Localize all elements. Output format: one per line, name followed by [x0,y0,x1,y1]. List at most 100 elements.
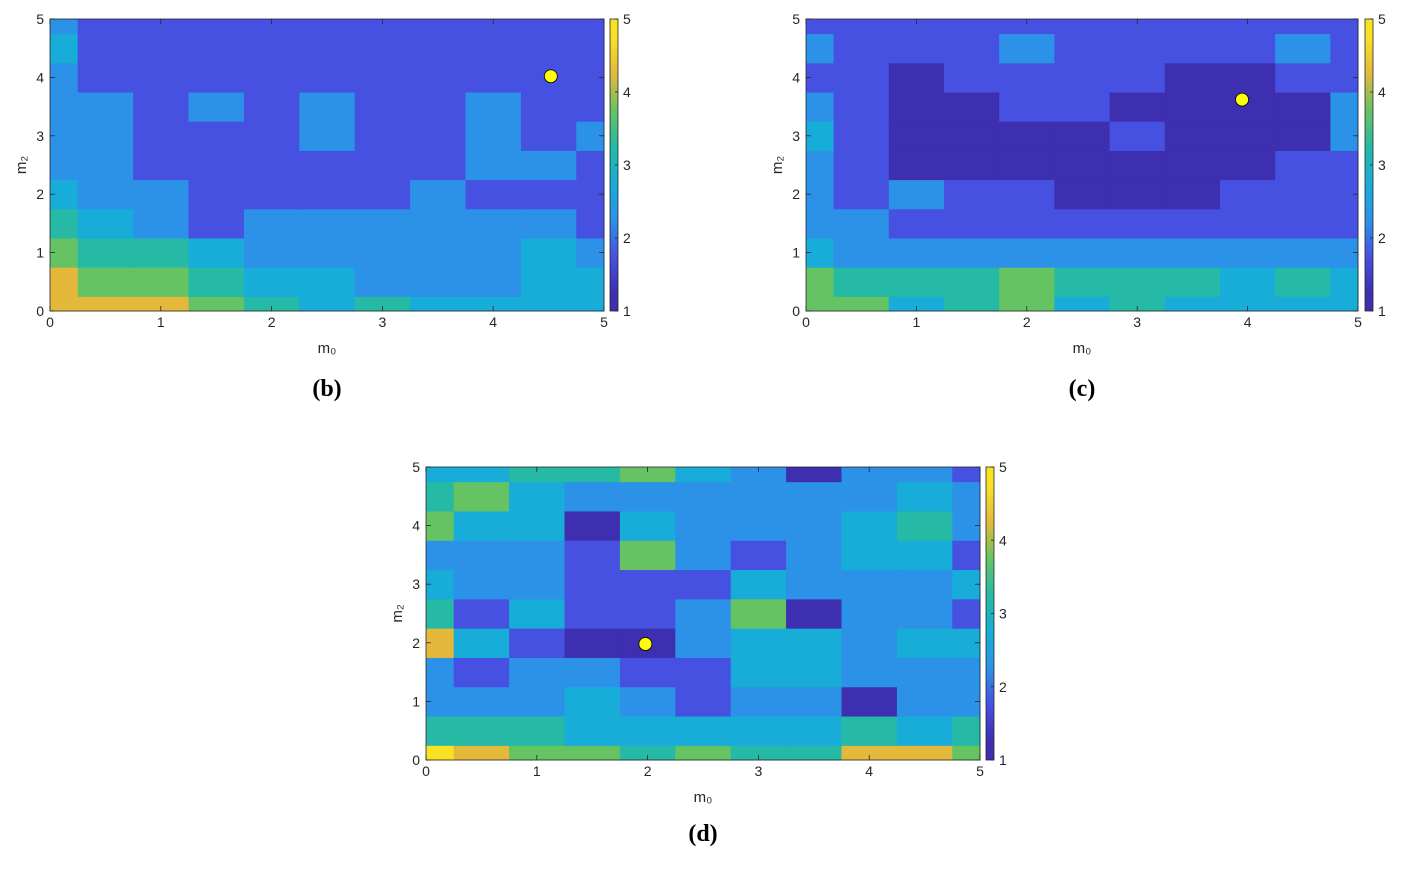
contour-cell [888,121,945,151]
contour-cell [786,745,842,761]
contour-cell [410,238,466,268]
contour-cell [619,540,676,571]
contour-cell [888,150,945,181]
contour-cell [888,92,945,122]
contour-cell [77,62,134,93]
contour-cell [1330,19,1359,35]
contour-cell [841,598,898,629]
contour-cell [188,92,245,122]
contour-cell [675,628,732,658]
contour-cell [619,657,676,688]
contour-cell [675,540,732,571]
contour-cell [1109,62,1166,93]
contour-cell [1164,150,1221,181]
contour-cell [299,62,356,93]
contour-cell [675,686,732,717]
contour-cell [299,19,356,35]
contour-cell [426,745,455,761]
x-tick-label: 1 [157,314,165,330]
contour-cell [453,686,510,717]
contour-cell [509,716,565,746]
contour-cell [188,179,245,210]
chart-panel: 0 1 2 3 4 5 0 1 2 3 4 5 m₀ m₂ 1 2 3 4 5 (c) [769,11,1386,402]
contour-cell [243,296,300,312]
contour-cell [833,296,890,312]
contour-cell [133,296,189,312]
contour-cell [410,208,466,239]
contour-cell [999,179,1055,210]
contour-cell [1164,296,1221,312]
contour-cell [786,716,842,746]
contour-cell [1054,62,1111,93]
contour-cell [354,92,411,122]
contour-cell [1220,19,1276,35]
contour-cell [426,598,455,629]
contour-cell [299,33,356,64]
contour-cell [410,121,466,151]
contour-cell [896,628,953,658]
contour-cell [354,238,411,268]
contour-cell [730,657,787,688]
contour-cell [1164,33,1221,64]
contour-cell [944,208,1000,239]
contour-cell [1220,33,1276,64]
contour-cell [520,267,577,297]
contour-cell [999,238,1055,268]
x-axis-label: m₀ [318,340,337,357]
contour-cell [1220,296,1276,312]
contour-cell [453,657,510,688]
contour-cell [520,296,577,312]
contour-cell [188,33,245,64]
contour-cell [1330,150,1359,181]
x-tick-label: 0 [422,763,430,779]
contour-cell [1164,267,1221,297]
contour-cell [730,716,787,746]
contour-cell [730,598,787,629]
optimum-point [1235,92,1249,107]
contour-cell [564,510,621,541]
contour-cell [354,33,411,64]
contour-cell [354,179,411,210]
contour-cell [509,598,565,629]
contour-cell [1275,208,1331,239]
contour-cell [243,208,300,239]
chart-panel: 0 1 2 3 4 5 0 1 2 3 4 5 m₀ m₂ 1 2 3 4 5 (b) [13,11,631,402]
contour-cell [509,540,565,571]
contour-cell [453,628,510,658]
colorbar-tick-label: 4 [999,532,1007,548]
contour-cell [1054,296,1111,312]
x-tick-label: 3 [379,314,387,330]
contour-cell [453,716,510,746]
contour-cell [841,467,898,483]
contour-cell [1275,267,1331,297]
contour-cell [833,150,890,181]
contour-cell [1275,179,1331,210]
contour-cell [1220,62,1276,93]
y-tick-label: 3 [36,128,44,144]
contour-cell [133,121,189,151]
contour-cell [730,467,787,483]
contour-cell [410,150,466,181]
contour-cell [786,510,842,541]
contour-cell [509,481,565,512]
contour-cell [619,686,676,717]
contour-cell [520,33,577,64]
y-tick-label: 4 [792,69,800,85]
contour-cell [1109,267,1166,297]
contour-cell [465,121,522,151]
contour-cell [841,569,898,600]
contour-cell [619,569,676,600]
contour-cell [243,92,300,122]
contour-cell [944,267,1000,297]
contour-cell [50,267,79,297]
y-tick-label: 4 [36,69,44,85]
contour-cell [999,19,1055,35]
contour-cell [896,467,953,483]
contour-cell [730,481,787,512]
contour-cell [841,716,898,746]
contour-cell [806,19,835,35]
contour-cell [619,510,676,541]
colorbar-tick-label: 4 [623,84,631,100]
contour-cell [509,686,565,717]
